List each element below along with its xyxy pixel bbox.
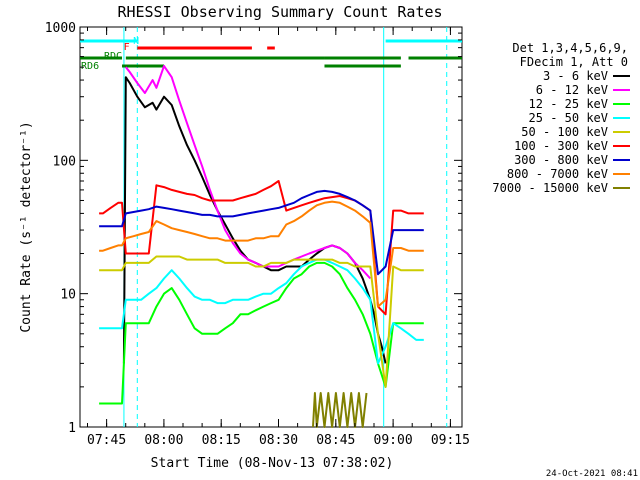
x-axis-ticks: 07:45 08:00 08:15 08:30 08:45 09:00 09:15 <box>87 27 470 448</box>
plot-frame <box>79 26 463 428</box>
y-axis-ticks: 1 10 100 1000 <box>45 21 462 436</box>
y-tick-label: 1 <box>68 421 76 436</box>
legend-header: Det 1,3,4,5,6,9, <box>512 41 628 55</box>
chart-title: RHESSI Observing Summary Count Rates <box>117 3 442 21</box>
series-line <box>122 76 387 364</box>
x-axis-label: Start Time (08-Nov-13 07:38:02) <box>151 456 394 471</box>
legend-entry: 12 - 25 keV <box>529 97 608 111</box>
legend-entry: 300 - 800 keV <box>514 153 608 167</box>
x-tick-label: 09:00 <box>374 433 413 448</box>
flag-label: RD6 <box>81 61 99 72</box>
y-tick-label: 100 <box>53 154 76 169</box>
series-line <box>99 200 424 308</box>
y-tick-label: 10 <box>60 288 76 303</box>
flag-label: F <box>124 42 130 53</box>
x-tick-label: 09:15 <box>431 433 470 448</box>
legend-entry: 7000 - 15000 keV <box>492 181 608 195</box>
series-line <box>125 65 372 280</box>
legend-entry: 100 - 300 keV <box>514 139 608 153</box>
legend-entry: 800 - 7000 keV <box>507 167 608 181</box>
y-tick-label: 1000 <box>45 21 76 36</box>
x-tick-label: 08:00 <box>144 433 183 448</box>
y-axis-label: Count Rate (s⁻¹ detector⁻¹) <box>19 121 34 332</box>
x-tick-label: 08:15 <box>202 433 241 448</box>
flag-label: N <box>133 36 139 47</box>
series-line <box>312 392 368 428</box>
x-tick-label: 07:45 <box>87 433 126 448</box>
timestamp: 24-Oct-2021 08:41 <box>546 469 638 479</box>
legend: Det 1,3,4,5,6,9,FDecim 1, Att 03 - 6 keV… <box>492 41 630 195</box>
x-tick-label: 08:30 <box>259 433 298 448</box>
legend-entry: 50 - 100 keV <box>521 125 608 139</box>
legend-entry: 25 - 50 keV <box>529 111 608 125</box>
x-tick-label: 08:45 <box>316 433 355 448</box>
series-line <box>99 189 424 276</box>
flag-label: RDC <box>104 51 122 62</box>
legend-entry: 6 - 12 keV <box>536 83 608 97</box>
series-line <box>99 258 424 365</box>
legend-entry: 3 - 6 keV <box>543 69 608 83</box>
series-line <box>99 255 424 388</box>
series-line <box>99 261 424 405</box>
legend-header: FDecim 1, Att 0 <box>520 55 628 69</box>
